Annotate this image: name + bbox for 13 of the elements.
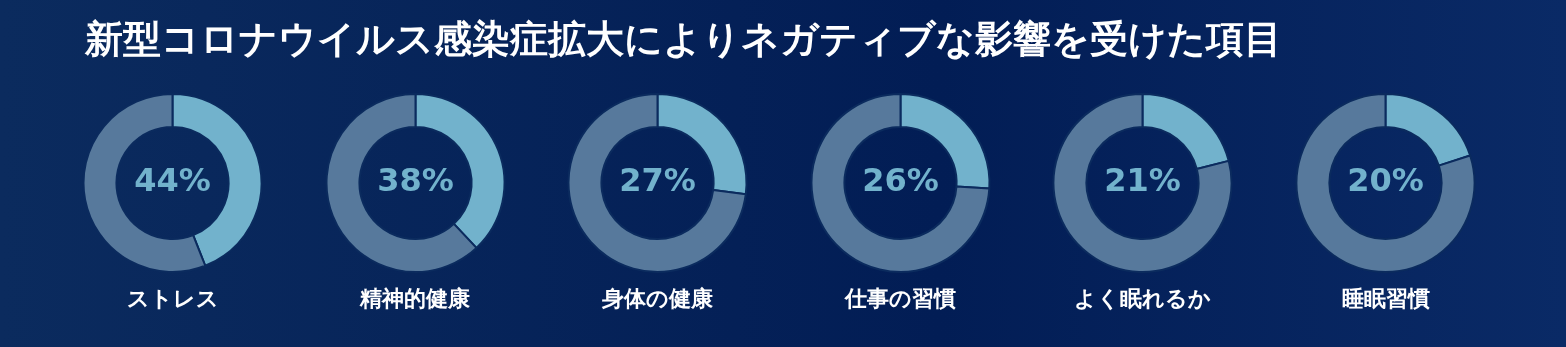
data-label: 44% [134, 161, 211, 200]
text: 身体の健康 [601, 285, 715, 313]
text: ストレス [125, 285, 220, 313]
data-label: 20% [1347, 161, 1424, 200]
text: 睡眠習慣 [1340, 285, 1431, 313]
text: 仕事の習慣 [843, 285, 957, 313]
data-label: 26% [862, 161, 939, 200]
text: よく眠れるか [1073, 285, 1213, 313]
text: 新型コロナウイルス感染症拡大によりネガティブな影響を受けた項目 [85, 16, 1282, 63]
data-label: 21% [1104, 161, 1182, 200]
data-label: 27% [619, 161, 696, 200]
data-label: 38% [376, 161, 454, 200]
text: 精神的健康 [358, 285, 472, 313]
